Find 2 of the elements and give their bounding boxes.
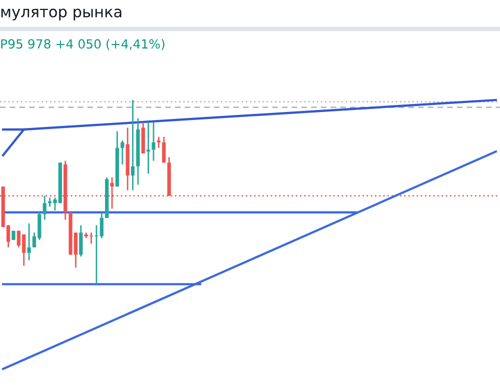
text: мулятор рынка	[1, 8, 122, 20]
text: P95 978 +4 050 (+4,41%)	[1, 38, 164, 50]
